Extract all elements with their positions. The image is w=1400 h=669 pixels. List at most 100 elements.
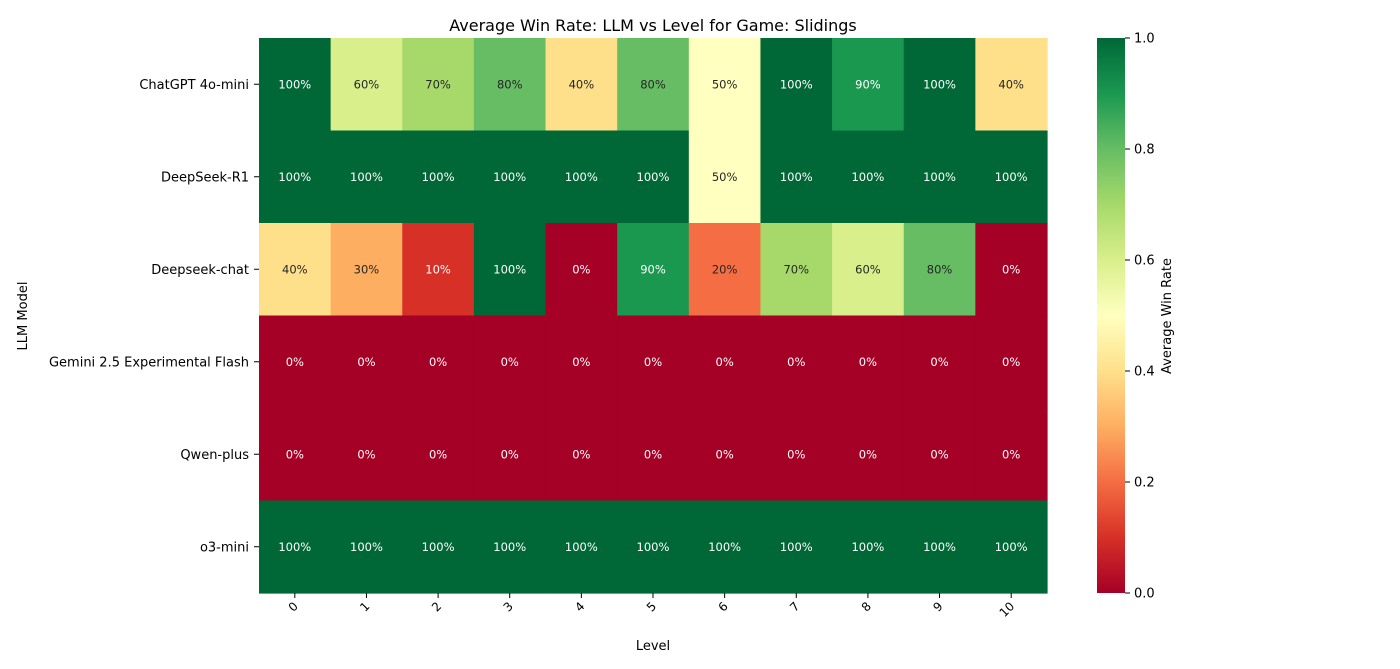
heatmap-cell [975, 223, 1048, 317]
heatmap-cell [330, 315, 403, 409]
x-tick-label: 2 [429, 599, 444, 614]
heatmap-cell [402, 130, 475, 224]
cell-value-label: 100% [493, 262, 526, 276]
heatmap-cell [903, 38, 976, 132]
heatmap-cell [330, 38, 403, 132]
cell-value-label: 100% [278, 77, 311, 91]
heatmap-cell [760, 223, 833, 317]
x-tick-label: 1 [357, 599, 372, 614]
x-tick-label: 10 [997, 599, 1018, 620]
cell-value-label: 100% [278, 540, 311, 554]
heatmap-cell [832, 38, 905, 132]
x-tick-label: 5 [644, 599, 659, 614]
heatmap-cell [545, 500, 618, 594]
heatmap-cell [688, 130, 762, 224]
heatmap-cell [975, 500, 1048, 594]
cell-value-label: 40% [282, 262, 308, 276]
cell-value-label: 80% [497, 77, 523, 91]
x-axis-ticks: 0 1 2 3 4 5 6 7 8 9 10 [286, 593, 1018, 620]
cell-value-label: 0% [286, 447, 304, 461]
y-tick-label: Gemini 2.5 Experimental Flash [49, 355, 249, 370]
heatmap-cell [545, 223, 618, 317]
cell-value-label: 70% [425, 77, 451, 91]
y-tick-label: ChatGPT 4o-mini [139, 78, 249, 93]
heatmap-cell [760, 500, 833, 594]
y-tick-label: o3-mini [200, 540, 249, 555]
cell-value-label: 0% [1002, 262, 1020, 276]
heatmap-cell [903, 130, 976, 224]
chart-title: Average Win Rate: LLM vs Level for Game:… [449, 16, 857, 35]
heatmap-cell [402, 500, 475, 594]
cell-value-label: 0% [357, 355, 375, 369]
heatmap-cell [330, 408, 403, 502]
cell-value-label: 60% [354, 77, 380, 91]
cell-value-label: 0% [572, 447, 590, 461]
cell-value-label: 0% [429, 355, 447, 369]
heatmap-cell [473, 408, 547, 502]
cell-value-label: 100% [637, 540, 670, 554]
heatmap-cell [330, 223, 403, 317]
cell-value-label: 0% [930, 447, 948, 461]
cell-value-label: 0% [859, 447, 877, 461]
x-tick-label: 8 [859, 599, 874, 614]
heatmap-cell [617, 223, 690, 317]
heatmap-cell [832, 500, 905, 594]
heatmap-cell [832, 223, 905, 317]
cell-value-label: 100% [637, 170, 670, 184]
heatmap-cell [760, 315, 833, 409]
colorbar-tick-label: 1.0 [1134, 32, 1155, 47]
heatmap-cell [259, 500, 332, 594]
cell-value-label: 30% [354, 262, 380, 276]
cell-value-label: 0% [1002, 355, 1020, 369]
heatmap-cell [760, 38, 833, 132]
heatmap-cell [259, 315, 332, 409]
heatmap-cells: 100% 60% 70% 80% 40% 80% 50% 100% 90% 100% 40% 100%… [259, 38, 1048, 594]
y-tick-label: DeepSeek-R1 [161, 170, 249, 185]
heatmap-cell [402, 408, 475, 502]
x-tick-label: 9 [930, 599, 945, 614]
cell-value-label: 100% [278, 170, 311, 184]
heatmap-cell [617, 408, 690, 502]
cell-value-label: 0% [501, 355, 519, 369]
cell-value-label: 0% [787, 355, 805, 369]
heatmap-cell [975, 408, 1048, 502]
cell-value-label: 100% [350, 540, 383, 554]
x-tick-label: 7 [787, 599, 802, 614]
cell-value-label: 100% [995, 540, 1028, 554]
heatmap-cell [402, 315, 475, 409]
y-axis-label: LLM Model [16, 282, 31, 351]
heatmap-cell [975, 130, 1048, 224]
cell-value-label: 20% [712, 262, 738, 276]
heatmap-cell [402, 223, 475, 317]
heatmap-cell [903, 223, 976, 317]
cell-value-label: 0% [572, 355, 590, 369]
cell-value-label: 0% [859, 355, 877, 369]
heatmap-cell [617, 38, 690, 132]
heatmap-cell [545, 408, 618, 502]
heatmap-cell [617, 500, 690, 594]
y-tick-label: Qwen-plus [180, 448, 249, 463]
colorbar-ticks: 0.0 0.2 0.4 0.6 0.8 1.0 [1125, 32, 1155, 602]
heatmap-cell [259, 38, 332, 132]
cell-value-label: 90% [855, 77, 881, 91]
heatmap-cell [617, 315, 690, 409]
x-tick-label: 6 [715, 599, 730, 614]
cell-value-label: 100% [851, 170, 884, 184]
cell-value-label: 100% [708, 540, 741, 554]
cell-value-label: 0% [501, 447, 519, 461]
cell-value-label: 0% [429, 447, 447, 461]
cell-value-label: 100% [565, 170, 598, 184]
heatmap-cell [259, 130, 332, 224]
x-tick-label: 0 [286, 599, 301, 614]
heatmap-cell [473, 223, 547, 317]
cell-value-label: 40% [569, 77, 595, 91]
cell-value-label: 100% [780, 170, 813, 184]
cell-value-label: 0% [716, 447, 734, 461]
cell-value-label: 100% [780, 540, 813, 554]
cell-value-label: 100% [851, 540, 884, 554]
heatmap-cell [688, 223, 762, 317]
heatmap-cell [975, 315, 1048, 409]
colorbar-tick-label: 0.4 [1134, 365, 1155, 380]
heatmap-cell [903, 315, 976, 409]
cell-value-label: 0% [357, 447, 375, 461]
